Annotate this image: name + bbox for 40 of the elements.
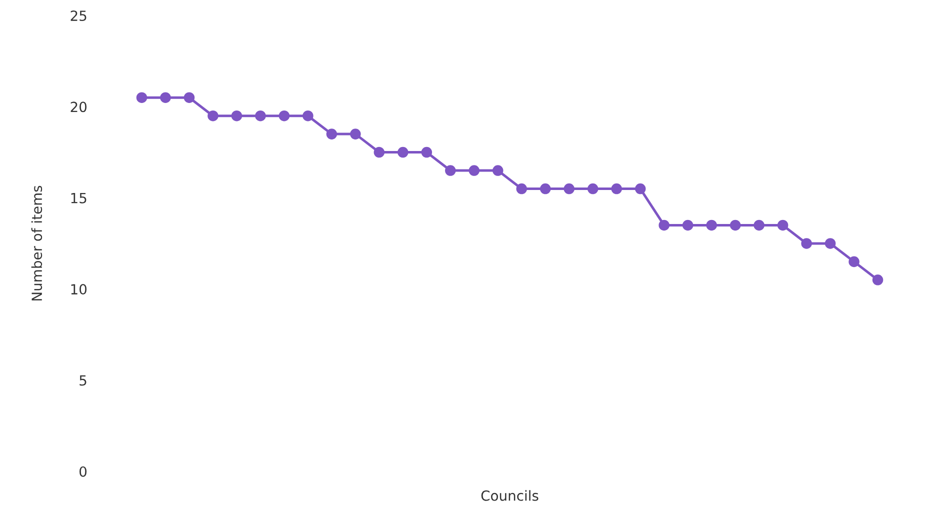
y-axis-title: Number of items [31, 186, 42, 300]
point [824, 238, 836, 249]
point [350, 128, 361, 140]
point [564, 183, 574, 194]
point [872, 274, 884, 286]
point [445, 165, 456, 176]
point [184, 92, 195, 103]
point [398, 146, 408, 158]
point [278, 110, 290, 122]
point [492, 165, 504, 176]
point [611, 183, 622, 194]
point [587, 183, 598, 194]
point [516, 183, 528, 194]
point [730, 220, 741, 231]
point [231, 110, 242, 122]
point [468, 165, 480, 176]
y-tick-label: 10 [71, 284, 87, 295]
point [136, 92, 148, 103]
point [777, 220, 788, 231]
point [160, 92, 171, 103]
y-tick-label: 5 [80, 375, 86, 386]
point [302, 110, 314, 122]
y-tick-label: 20 [70, 102, 87, 112]
x-axis-title: Councils [481, 490, 538, 501]
point [754, 220, 764, 231]
point [540, 183, 551, 194]
y-tick-label: 15 [71, 193, 86, 204]
point [706, 220, 717, 231]
y-tick-label: 0 [80, 466, 87, 477]
point [421, 146, 432, 158]
point [208, 110, 218, 122]
point [682, 220, 694, 231]
point [326, 128, 338, 140]
y-tick-label: 25 [70, 10, 86, 22]
point [374, 146, 385, 158]
point [255, 110, 266, 122]
point [658, 220, 670, 231]
point [634, 183, 646, 194]
point [848, 256, 860, 268]
point [801, 238, 812, 249]
